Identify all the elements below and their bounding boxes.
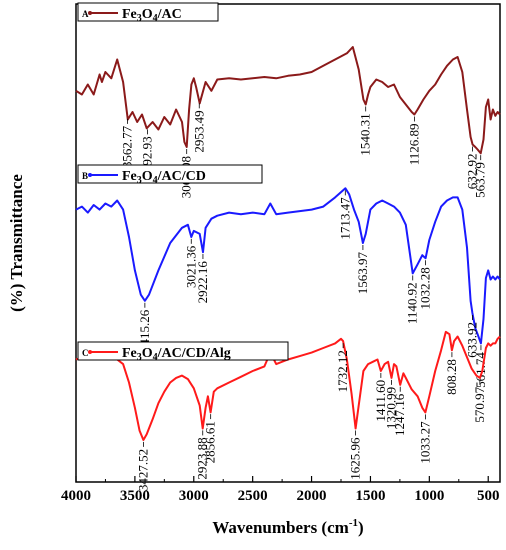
x-tick-label: 3500 bbox=[120, 488, 150, 504]
peak-label: 1032.28 bbox=[418, 267, 433, 309]
peak-label: 1140.92 bbox=[405, 282, 420, 324]
peak-label: 563.79 bbox=[473, 162, 488, 198]
peak-label: 570.97 bbox=[472, 386, 487, 422]
x-axis: 4000 3500 3000 2500 2000 1500 1000 500 bbox=[61, 476, 499, 504]
peak-label: 1320.99 bbox=[384, 387, 399, 429]
legend-letter: A bbox=[82, 9, 89, 19]
legend-letter: C bbox=[82, 348, 89, 358]
x-tick-label: 2500 bbox=[238, 488, 268, 504]
peak-label: 3021.36 bbox=[183, 245, 198, 288]
peak-label: 3427.52 bbox=[135, 449, 150, 491]
peak-label: 1713.47 bbox=[337, 197, 352, 240]
peak-label: 3415.26 bbox=[137, 309, 152, 352]
x-tick-label: 2000 bbox=[297, 488, 327, 504]
x-tick-label: 1500 bbox=[355, 488, 385, 504]
legend-box bbox=[77, 341, 289, 361]
spectrum-line bbox=[75, 187, 501, 345]
peak-label: 1625.96 bbox=[348, 437, 363, 480]
peak-label: 1540.31 bbox=[358, 113, 373, 155]
peak-label: 2922.16 bbox=[195, 261, 210, 304]
legend-swatch-marker bbox=[88, 350, 92, 354]
peak-label: 1563.97 bbox=[355, 252, 370, 295]
x-axis-label: Wavenumbers (cm-1) bbox=[212, 517, 363, 537]
peak-label: 1033.27 bbox=[417, 421, 432, 464]
peak-label: 632.92 bbox=[465, 154, 480, 190]
peak-label: 1732.12 bbox=[335, 350, 350, 392]
legend-swatch-marker bbox=[88, 173, 92, 177]
x-tick-label: 4000 bbox=[61, 488, 91, 504]
x-tick-label: 3000 bbox=[179, 488, 209, 504]
peak-label: 808.28 bbox=[444, 359, 459, 395]
series-a: 3562.773392.933060.082953.491540.311126.… bbox=[75, 2, 501, 198]
y-axis-label: (%) Transmittance bbox=[7, 174, 26, 312]
peak-label: 1126.89 bbox=[406, 124, 421, 166]
peak-label: 3562.77 bbox=[120, 125, 135, 168]
plot-frame bbox=[75, 3, 501, 483]
spectrum-line bbox=[75, 46, 501, 155]
peak-label: 2953.49 bbox=[191, 110, 206, 152]
legend-box bbox=[77, 2, 219, 22]
legend-label: Fe3O4/AC/CD/Alg bbox=[122, 346, 231, 363]
peak-label: 633.92 bbox=[464, 322, 479, 358]
x-tick-label: 500 bbox=[477, 488, 500, 504]
spectrum-line bbox=[75, 330, 501, 441]
peak-label: 1247.16 bbox=[392, 393, 407, 436]
peak-label: 2856.61 bbox=[203, 421, 218, 463]
peak-label: 1411.60 bbox=[373, 380, 388, 422]
legend-label: Fe3O4/AC/CD bbox=[122, 169, 206, 186]
legend-letter: B bbox=[82, 171, 88, 181]
legend-swatch-marker bbox=[88, 11, 92, 15]
x-tick-label: 1000 bbox=[414, 488, 444, 504]
peak-label: 2923.88 bbox=[195, 437, 210, 479]
panels: 3562.773392.933060.082953.491540.311126.… bbox=[75, 2, 501, 491]
legend-label: Fe3O4/AC bbox=[122, 7, 182, 24]
legend-box bbox=[77, 164, 263, 184]
peak-label: 561.74 bbox=[473, 352, 488, 388]
